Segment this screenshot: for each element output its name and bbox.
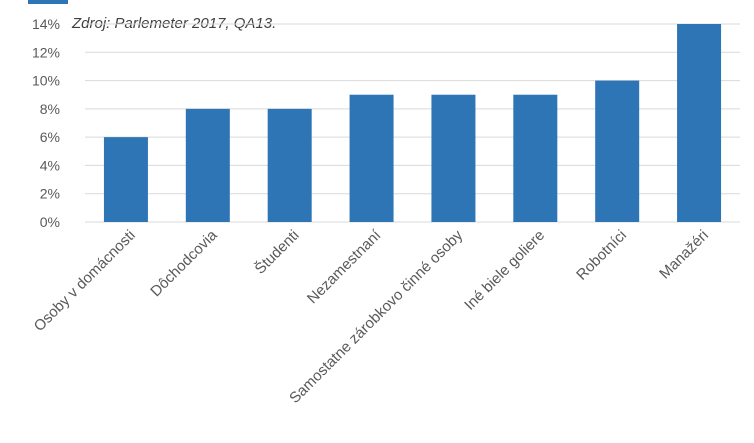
bar — [185, 108, 230, 222]
y-tick-label: 6% — [40, 129, 60, 145]
x-category-label: Študenti — [252, 227, 303, 278]
bar — [513, 94, 558, 222]
bar — [677, 24, 722, 222]
y-axis-ticks: 0% 2% 4% 6% 8% 10% 12% 14% — [32, 16, 60, 230]
x-category-label: Robotníci — [573, 227, 630, 284]
x-category-label: Samostatne zárobkovo činné osoby — [286, 226, 466, 406]
x-category-label: Osoby v domácnosti — [31, 227, 139, 335]
x-category-label: Dôchodcovia — [147, 226, 221, 300]
y-tick-label: 8% — [40, 101, 60, 117]
x-category-label: Iné biele goliere — [461, 227, 548, 314]
bars — [103, 24, 722, 222]
gridlines — [85, 23, 740, 223]
y-tick-label: 4% — [40, 157, 60, 173]
x-axis-labels: Osoby v domácnosti Dôchodcovia Študenti Nez… — [31, 226, 712, 407]
bar — [349, 94, 394, 222]
bar — [267, 108, 312, 222]
x-category-label: Nezamestnaní — [304, 226, 385, 307]
y-tick-label: 14% — [32, 16, 60, 32]
x-category-label: Manažéri — [656, 227, 712, 283]
bar — [595, 80, 640, 222]
bar — [431, 94, 476, 222]
bar — [103, 137, 148, 222]
y-tick-label: 10% — [32, 73, 60, 89]
source-accent-tab — [28, 0, 68, 4]
y-tick-label: 12% — [32, 44, 60, 60]
y-tick-label: 2% — [40, 186, 60, 202]
y-tick-label: 0% — [40, 214, 60, 230]
